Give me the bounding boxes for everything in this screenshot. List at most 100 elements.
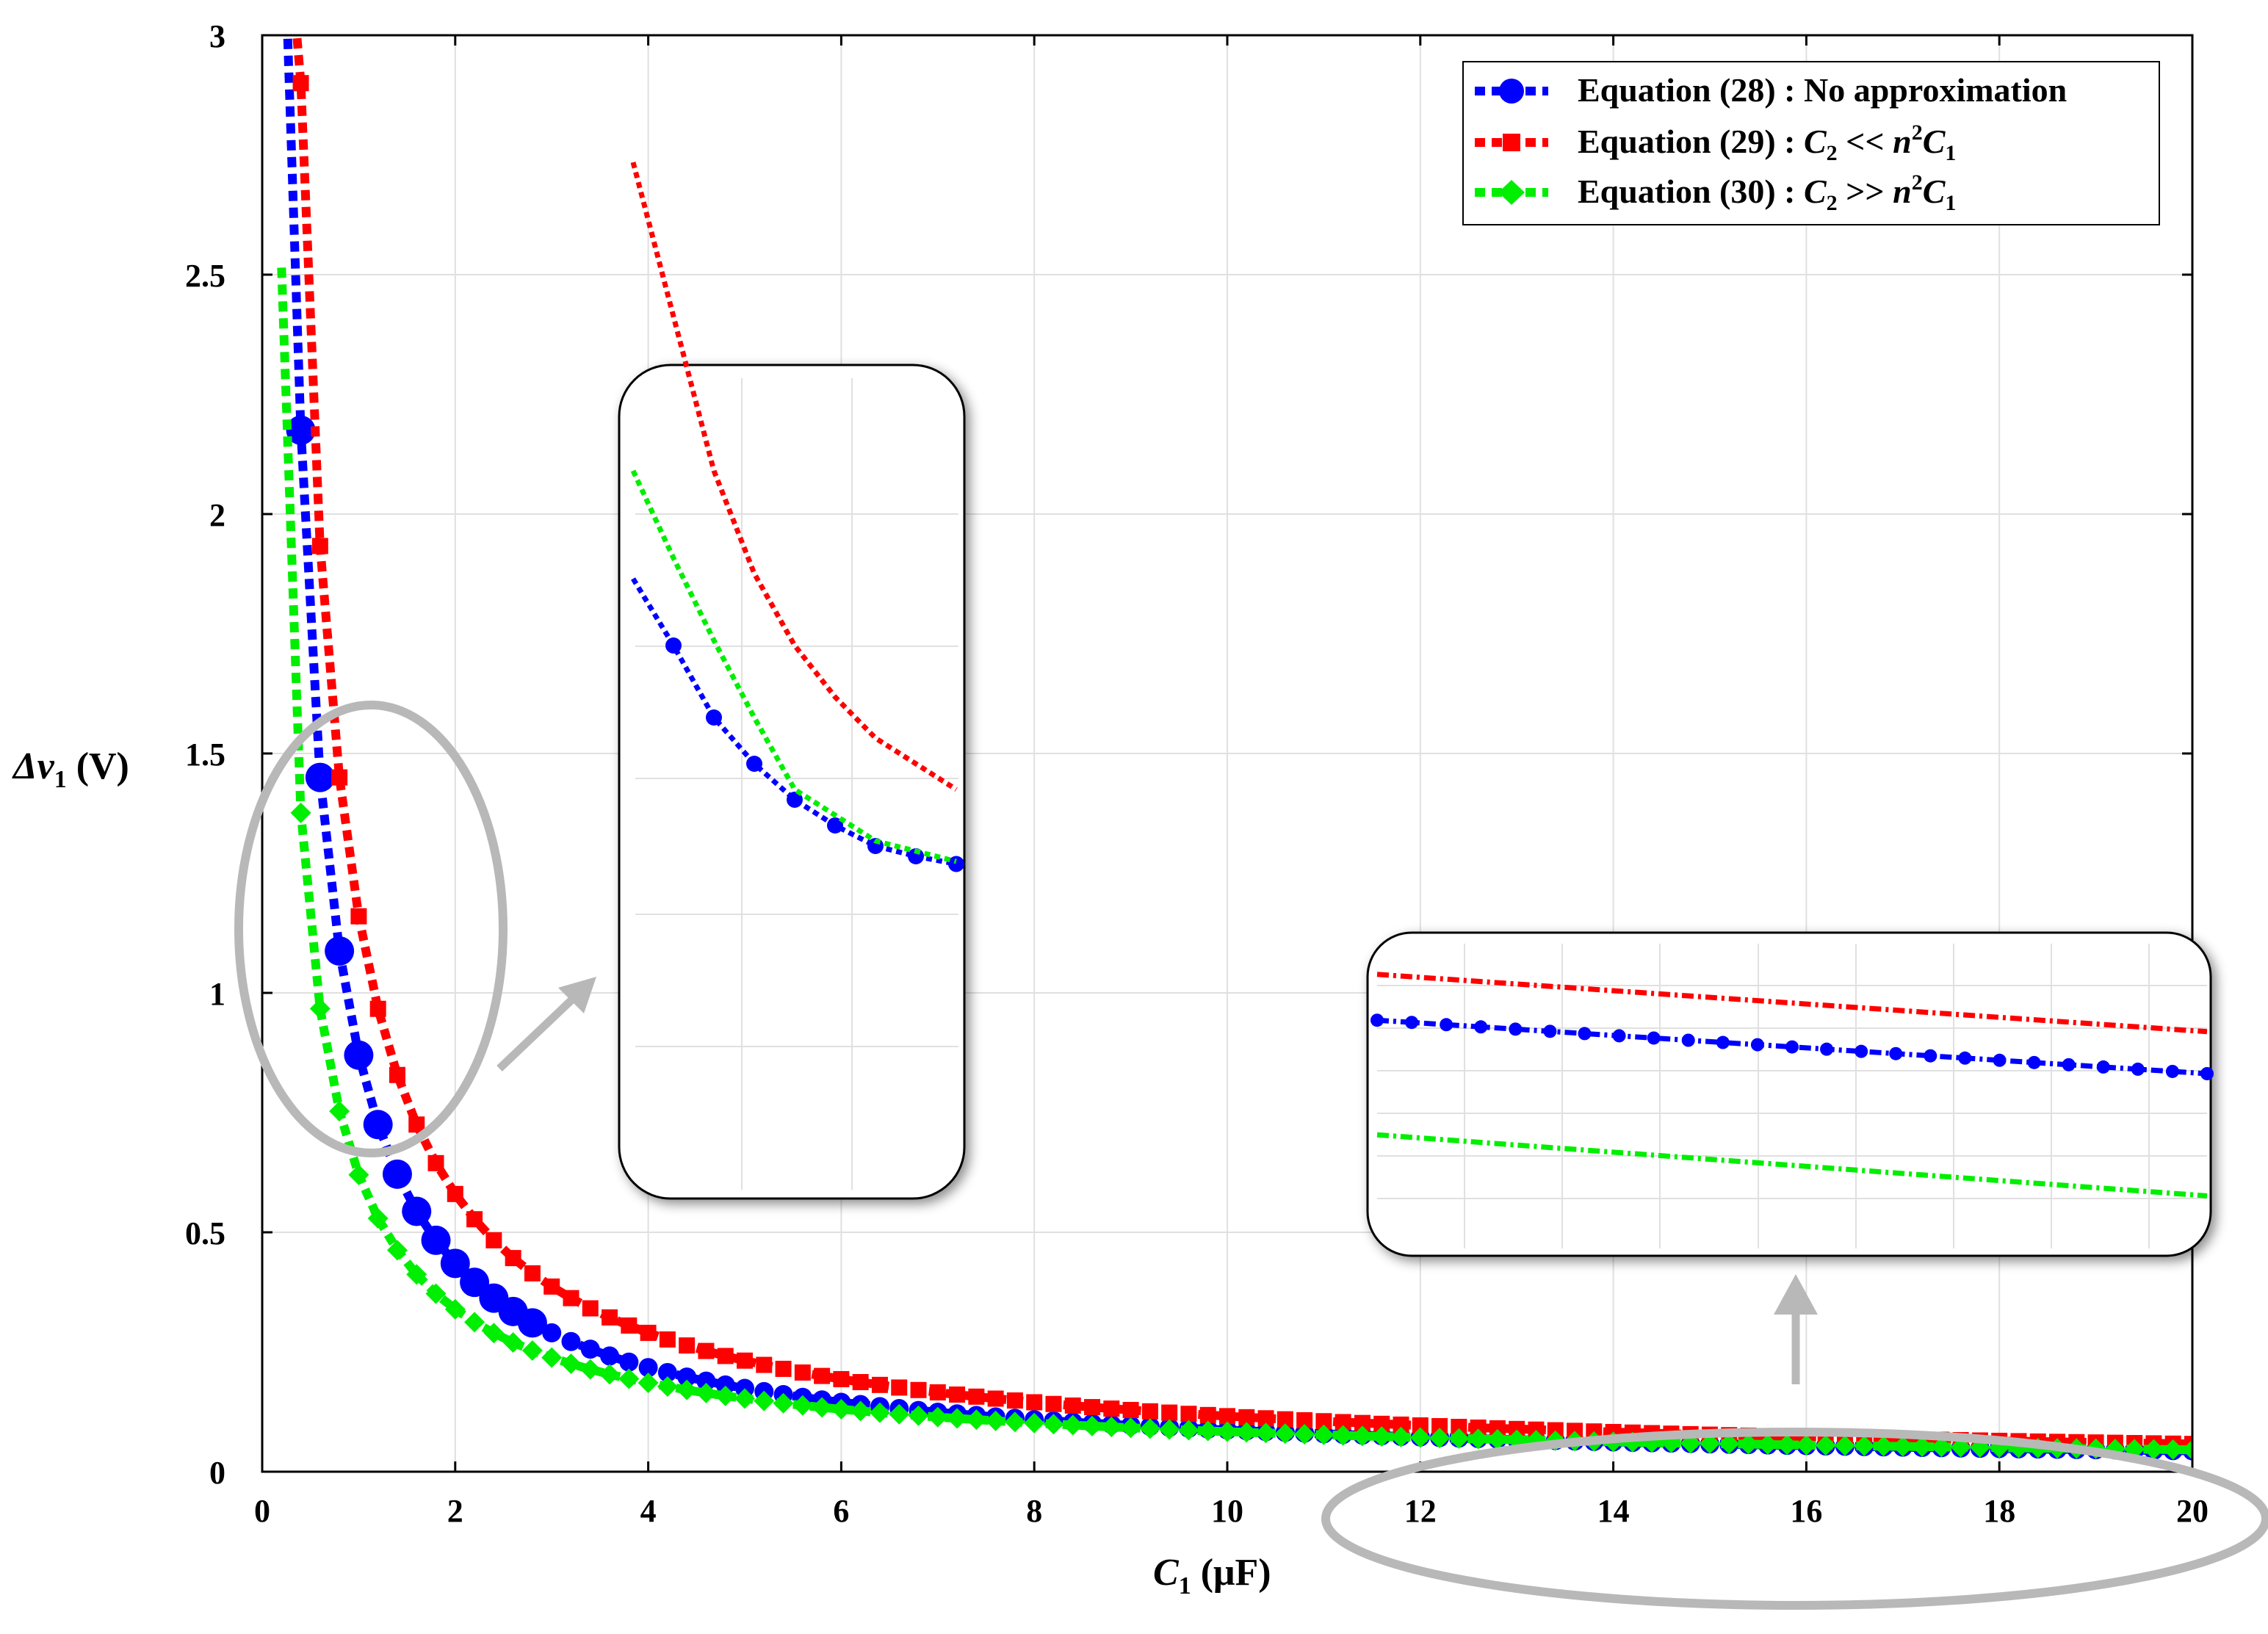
data-point bbox=[1159, 1419, 1180, 1440]
data-point bbox=[696, 1371, 716, 1391]
legend-label-eq28: Equation (28) : No approximation bbox=[1578, 71, 2067, 109]
data-point bbox=[908, 1405, 929, 1426]
inset-point bbox=[1578, 1027, 1592, 1041]
data-point bbox=[1873, 1436, 1894, 1457]
data-point bbox=[561, 1331, 581, 1351]
data-point bbox=[1274, 1423, 1296, 1445]
y-tick-label: 2 bbox=[209, 497, 225, 533]
data-point bbox=[987, 1390, 1004, 1407]
x-tick-label: 10 bbox=[1211, 1493, 1243, 1529]
inset-left-line-3 bbox=[630, 469, 957, 864]
y-tick-label: 1.5 bbox=[185, 737, 225, 773]
data-point bbox=[794, 1364, 811, 1381]
series-line bbox=[292, 35, 2192, 1449]
data-point bbox=[638, 1372, 659, 1393]
data-point bbox=[1431, 1418, 1448, 1435]
data-point bbox=[1470, 1419, 1487, 1436]
inset-point bbox=[1647, 1031, 1661, 1045]
data-point bbox=[773, 1392, 794, 1414]
inset-point bbox=[2027, 1055, 2041, 1069]
data-point bbox=[812, 1397, 833, 1418]
data-point bbox=[869, 1402, 890, 1423]
data-point bbox=[1180, 1406, 1197, 1422]
data-point bbox=[367, 1208, 389, 1229]
inset-point bbox=[1820, 1042, 1834, 1056]
data-point bbox=[1276, 1411, 1293, 1428]
inset-point bbox=[1924, 1049, 1937, 1063]
inset-point bbox=[1855, 1044, 1868, 1058]
legend-item-eq30: Equation (30) : C2 >> n2C1 bbox=[1475, 170, 1956, 215]
data-point bbox=[485, 1232, 502, 1248]
data-point bbox=[331, 769, 348, 786]
data-point bbox=[1161, 1404, 1178, 1421]
inset-point bbox=[948, 856, 964, 872]
data-point bbox=[1082, 1415, 1103, 1436]
data-point bbox=[1393, 1416, 1409, 1433]
data-point bbox=[2143, 1439, 2164, 1460]
legend-item-eq28: Equation (28) : No approximation bbox=[1475, 71, 2067, 109]
data-point bbox=[1064, 1397, 1081, 1414]
data-point bbox=[582, 1300, 599, 1317]
data-point bbox=[579, 1359, 601, 1380]
x-tick-label: 6 bbox=[833, 1493, 849, 1529]
series-line bbox=[277, 267, 2192, 1455]
inset-point bbox=[1612, 1029, 1626, 1043]
y-axis-label: Δv1 (V) bbox=[12, 745, 129, 793]
data-point bbox=[1120, 1417, 1141, 1439]
data-point bbox=[1313, 1424, 1335, 1445]
data-point bbox=[563, 1290, 579, 1306]
data-point bbox=[1892, 1436, 1913, 1457]
inset-point bbox=[2200, 1067, 2214, 1080]
inset-left bbox=[618, 162, 966, 1200]
data-point bbox=[1004, 1411, 1025, 1433]
data-point bbox=[737, 1352, 753, 1369]
data-point bbox=[1101, 1417, 1122, 1438]
inset-point bbox=[1785, 1040, 1799, 1054]
data-point bbox=[1238, 1409, 1255, 1425]
data-point bbox=[792, 1395, 813, 1416]
data-point bbox=[679, 1337, 696, 1354]
x-tick-label: 0 bbox=[254, 1493, 270, 1529]
inset-right bbox=[1366, 931, 2214, 1257]
data-point bbox=[560, 1353, 582, 1375]
data-point bbox=[483, 1323, 505, 1344]
data-point bbox=[1122, 1401, 1139, 1418]
data-point bbox=[1834, 1435, 1855, 1456]
y-tick-label: 2.5 bbox=[185, 258, 225, 294]
data-point bbox=[325, 936, 355, 966]
data-point bbox=[2162, 1439, 2184, 1460]
data-point bbox=[382, 1159, 412, 1189]
data-point bbox=[1315, 1413, 1332, 1430]
data-point bbox=[1257, 1410, 1274, 1427]
data-point bbox=[329, 1101, 350, 1122]
data-point bbox=[1332, 1425, 1354, 1446]
data-point bbox=[910, 1381, 927, 1398]
legend-label-eq29: Equation (29) : C2 << n2C1 bbox=[1578, 120, 1956, 165]
legend: Equation (28) : No approximation Equatio… bbox=[1462, 61, 2160, 225]
data-point bbox=[1255, 1422, 1276, 1444]
data-point bbox=[286, 415, 316, 445]
data-point bbox=[1409, 1427, 1431, 1448]
data-point bbox=[600, 1346, 620, 1366]
x-axis-label: C1 (μF) bbox=[1153, 1552, 1271, 1599]
data-point bbox=[406, 1264, 427, 1285]
data-point bbox=[657, 1376, 678, 1398]
data-point bbox=[1429, 1428, 1451, 1449]
data-point bbox=[521, 1340, 543, 1361]
data-point bbox=[1757, 1434, 1778, 1455]
inset-point bbox=[827, 817, 843, 834]
data-point bbox=[1815, 1435, 1836, 1456]
data-point bbox=[1700, 1433, 1720, 1454]
data-point bbox=[1528, 1421, 1545, 1438]
data-point bbox=[1335, 1414, 1351, 1431]
data-point bbox=[1412, 1417, 1429, 1434]
zoom-ellipse-right bbox=[1321, 1428, 2268, 1610]
data-point bbox=[502, 1331, 524, 1353]
data-point bbox=[1045, 1395, 1062, 1412]
inset-point bbox=[2165, 1064, 2179, 1078]
data-point bbox=[1236, 1422, 1257, 1443]
data-point bbox=[715, 1385, 736, 1406]
inset-point bbox=[1750, 1038, 1764, 1052]
data-point bbox=[408, 1116, 425, 1133]
